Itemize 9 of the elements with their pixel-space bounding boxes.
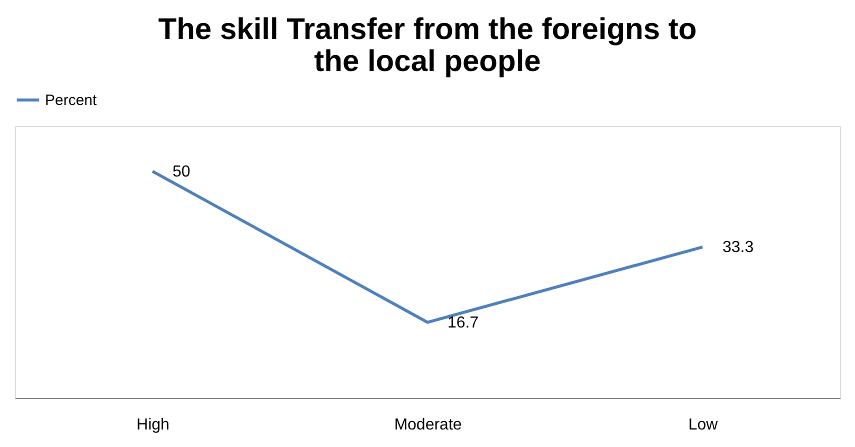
x-tick-label: Moderate xyxy=(394,416,462,434)
data-label: 50 xyxy=(172,163,190,180)
x-tick-label: Low xyxy=(688,416,718,434)
legend-label: Percent xyxy=(45,92,98,109)
data-label: 33.3 xyxy=(722,239,754,256)
data-label: 16.7 xyxy=(448,314,479,332)
text: the local people xyxy=(314,45,541,78)
text: The skill Transfer from the foreigns to xyxy=(158,13,697,46)
x-tick-label: High xyxy=(136,416,170,434)
